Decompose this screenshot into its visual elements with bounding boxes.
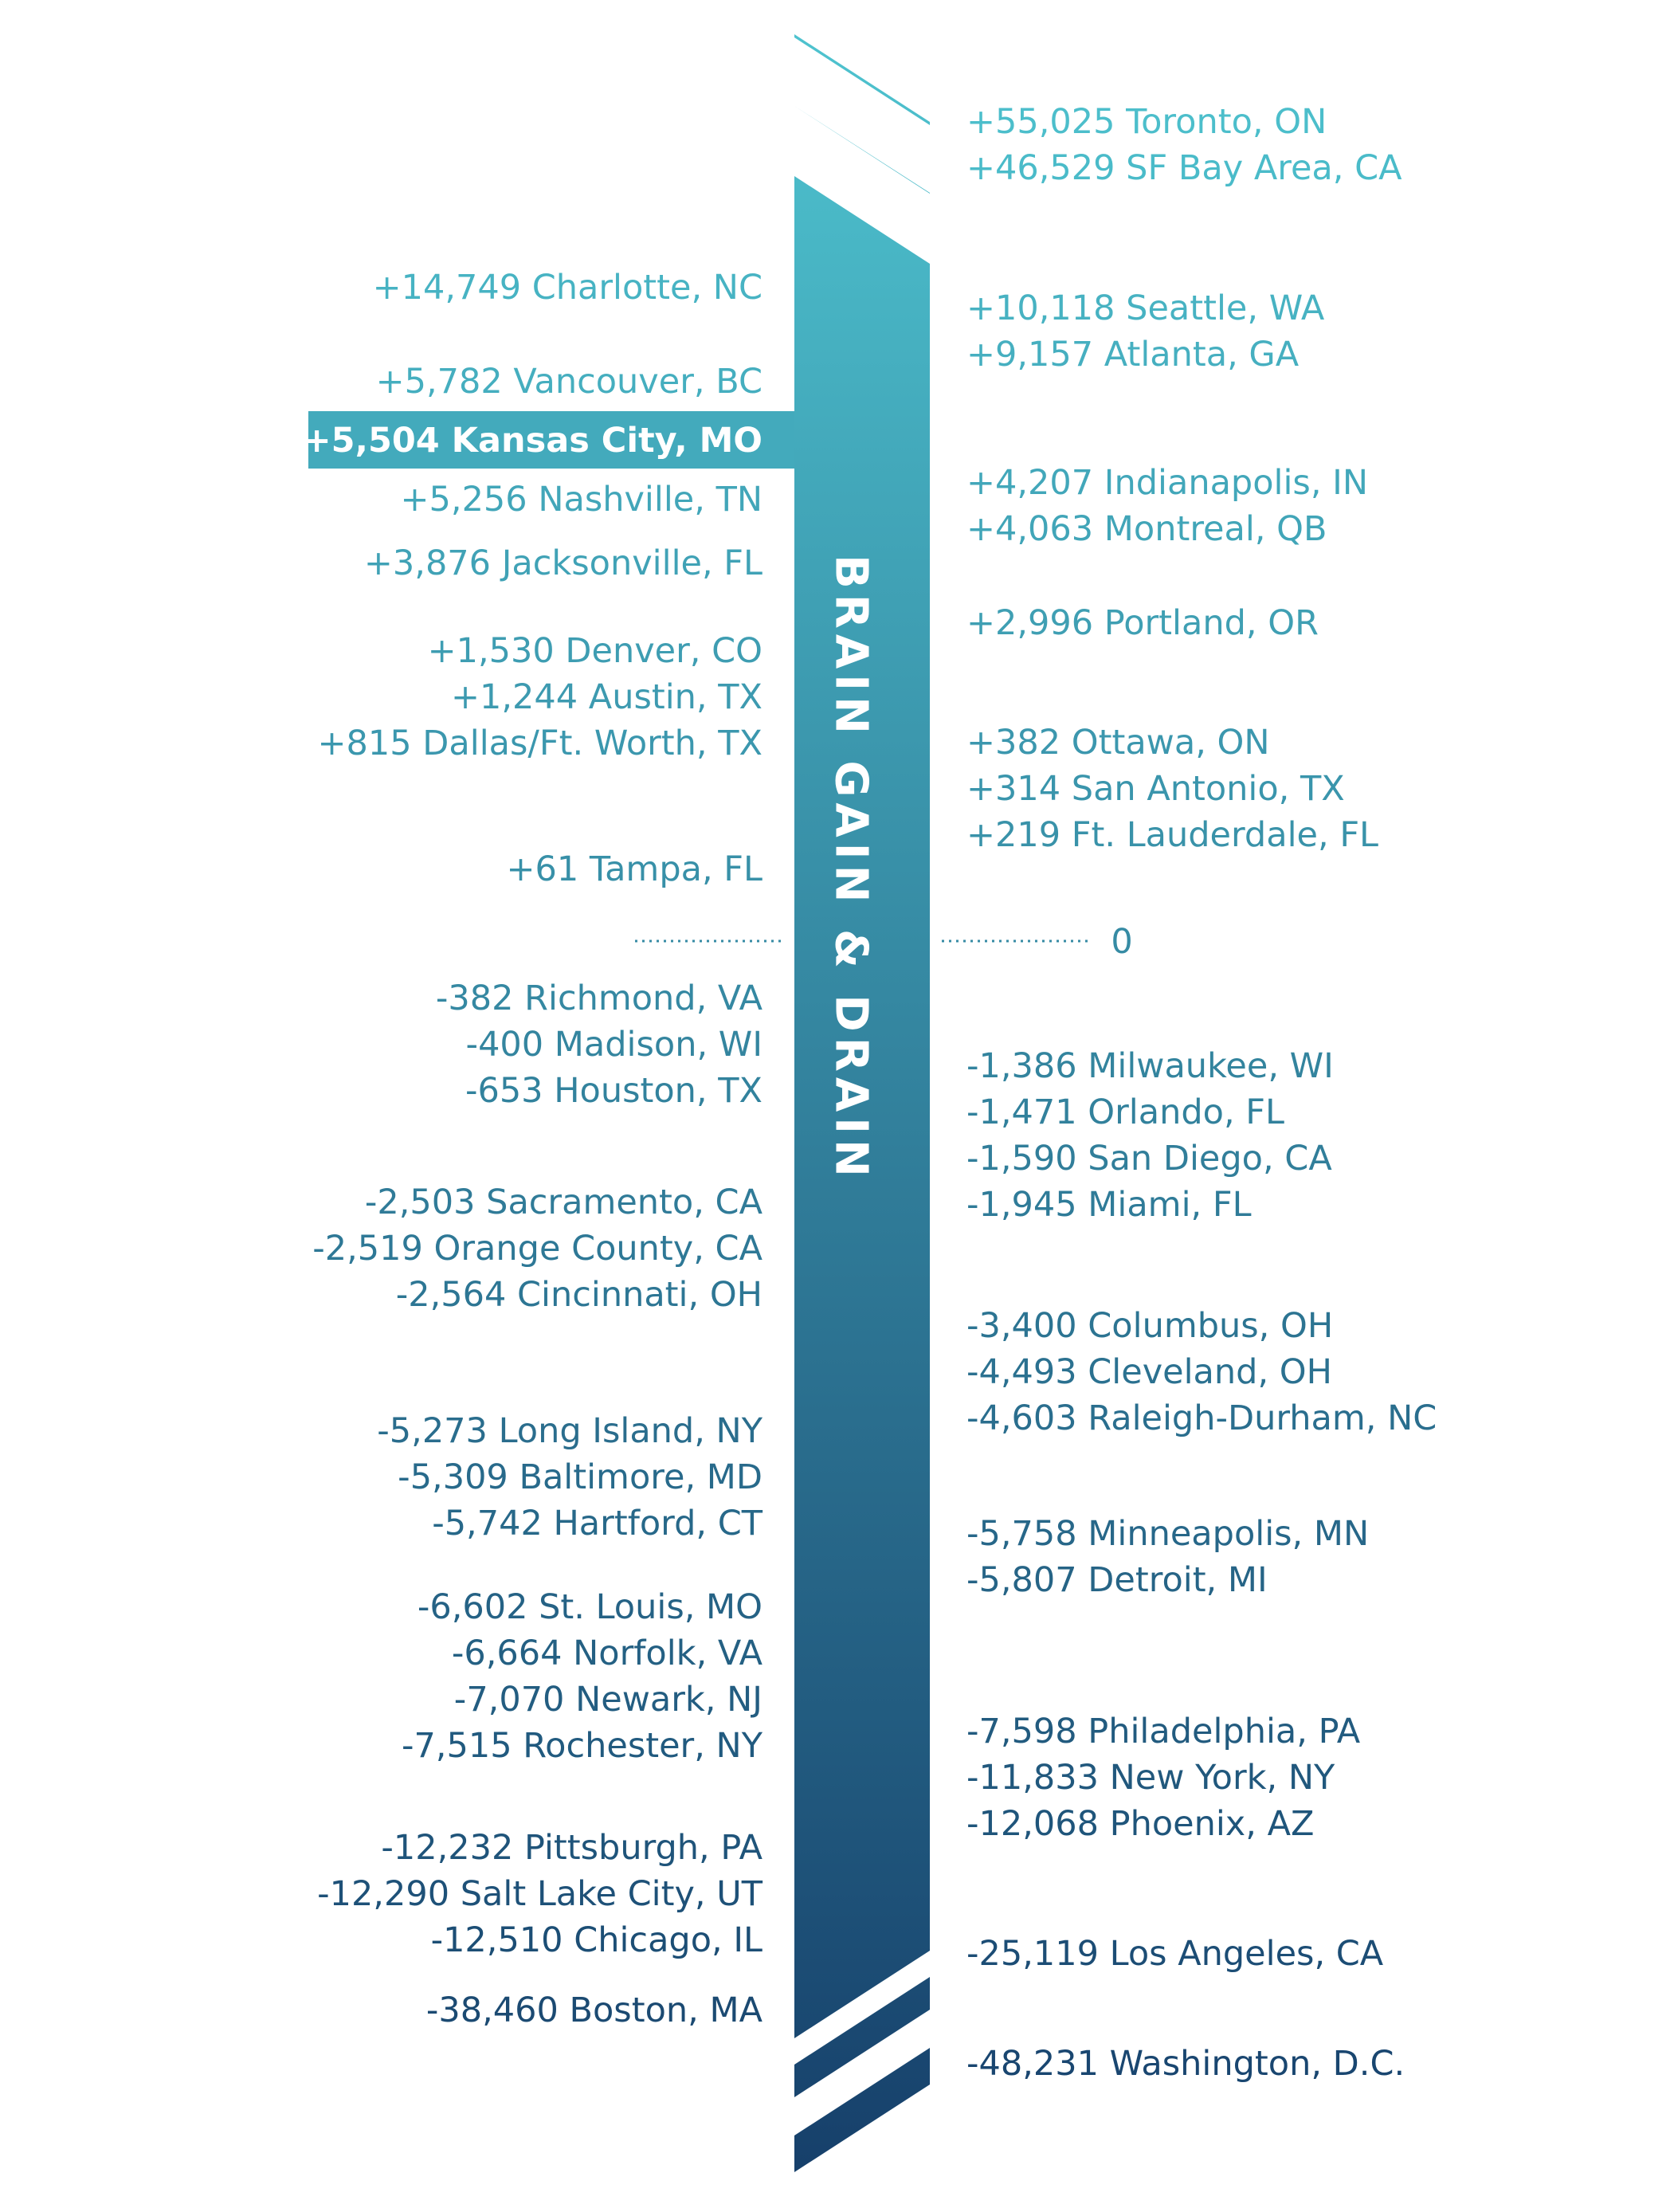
column-segment (794, 176, 930, 2038)
city-label: -1,945 Miami, FL (966, 1185, 1252, 1225)
gradient-column (794, 34, 930, 2172)
city-label: -12,068 Phoenix, AZ (966, 1804, 1314, 1844)
city-label: -6,664 Norfolk, VA (452, 1634, 763, 1673)
city-label: -5,758 Minneapolis, MN (966, 1514, 1369, 1554)
city-label: +10,118 Seattle, WA (966, 288, 1325, 328)
chart-title: BRAIN GAIN & DRAIN (825, 555, 877, 1182)
city-label: -3,400 Columbus, OH (966, 1306, 1333, 1346)
city-label: -38,460 Boston, MA (426, 1990, 763, 2030)
city-label: -1,471 Orlando, FL (966, 1092, 1284, 1132)
city-label: -12,232 Pittsburgh, PA (381, 1828, 763, 1868)
city-label: +4,207 Indianapolis, IN (966, 463, 1368, 503)
city-label: +5,256 Nashville, TN (401, 480, 763, 520)
city-label: -11,833 New York, NY (966, 1758, 1335, 1798)
column-segment (794, 34, 930, 125)
city-label-highlight: +5,504 Kansas City, MO (303, 421, 763, 461)
city-label: +46,529 SF Bay Area, CA (966, 148, 1402, 188)
city-label: -4,493 Cleveland, OH (966, 1352, 1332, 1392)
city-label: +815 Dallas/Ft. Worth, TX (318, 724, 763, 763)
city-label: -400 Madison, WI (466, 1025, 763, 1065)
city-label: -48,231 Washington, D.C. (966, 2044, 1405, 2084)
city-label: -2,519 Orange County, CA (312, 1229, 763, 1269)
city-label: -5,742 Hartford, CT (432, 1504, 763, 1543)
city-label: -5,273 Long Island, NY (377, 1411, 763, 1451)
city-label: +61 Tampa, FL (507, 849, 763, 889)
city-label: -382 Richmond, VA (436, 979, 763, 1018)
city-label: -7,515 Rochester, NY (402, 1726, 763, 1766)
city-label: +314 San Antonio, TX (966, 769, 1345, 809)
city-labels: +14,749 Charlotte, NC +5,782 Vancouver, B… (303, 102, 1437, 2084)
city-label: +1,530 Denver, CO (428, 631, 763, 671)
zero-label: 0 (1111, 922, 1132, 962)
city-label: -2,564 Cincinnati, OH (396, 1275, 763, 1315)
city-label: -1,590 San Diego, CA (966, 1139, 1332, 1179)
city-label: +382 Ottawa, ON (966, 723, 1270, 763)
city-label: -12,510 Chicago, IL (431, 1920, 763, 1960)
city-label: +219 Ft. Lauderdale, FL (966, 815, 1378, 855)
city-label: -5,807 Detroit, MI (966, 1560, 1268, 1600)
city-label: +1,244 Austin, TX (451, 677, 763, 717)
city-label: -653 Houston, TX (465, 1071, 763, 1111)
city-label: -12,290 Salt Lake City, UT (317, 1874, 763, 1914)
city-label: -6,602 St. Louis, MO (418, 1587, 763, 1627)
city-label: +9,157 Atlanta, GA (966, 335, 1300, 375)
city-label: +14,749 Charlotte, NC (373, 268, 763, 308)
column-segment (794, 106, 930, 194)
city-label: +4,063 Montreal, QB (966, 509, 1327, 549)
zero-line: 0 (635, 922, 1133, 962)
city-label: +5,782 Vancouver, BC (376, 362, 763, 402)
city-label: -7,070 Newark, NJ (454, 1680, 763, 1720)
column-segment (794, 2048, 930, 2172)
city-label: -5,309 Baltimore, MD (398, 1457, 763, 1497)
city-label: +2,996 Portland, OR (966, 603, 1319, 643)
city-label: -1,386 Milwaukee, WI (966, 1046, 1334, 1086)
city-label: -7,598 Philadelphia, PA (966, 1712, 1361, 1751)
highlight-bar (308, 411, 794, 469)
city-label: +55,025 Toronto, ON (966, 102, 1327, 142)
city-label: -25,119 Los Angeles, CA (966, 1934, 1384, 1974)
city-label: -4,603 Raleigh-Durham, NC (966, 1398, 1437, 1438)
city-label: +3,876 Jacksonville, FL (364, 543, 763, 583)
city-label: -2,503 Sacramento, CA (365, 1182, 763, 1222)
column-segment (794, 1977, 930, 2097)
